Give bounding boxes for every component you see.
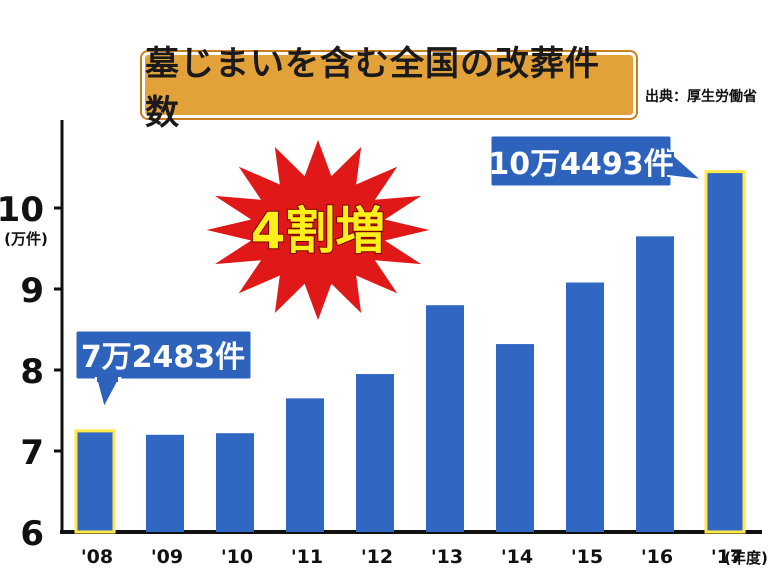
- y-tick-label: 9: [20, 271, 44, 311]
- bar-13: [426, 305, 464, 532]
- callout-first-box: [73, 328, 254, 382]
- x-tick-label: '08: [81, 546, 113, 568]
- y-tick-label: 10: [0, 190, 44, 230]
- callout-last-joint: [664, 152, 674, 175]
- burst-shape: [199, 131, 437, 329]
- x-tick-label: '17: [711, 546, 743, 568]
- bar-09: [146, 434, 184, 532]
- bar-12: [356, 374, 394, 532]
- y-tick-label: 6: [20, 514, 44, 554]
- bar-14: [496, 344, 534, 532]
- bar-10: [216, 433, 254, 532]
- bar-17: [704, 170, 746, 534]
- burst-text: 4割増: [251, 202, 386, 260]
- y-unit-label: (万件): [4, 230, 48, 248]
- bar-08: [74, 429, 116, 534]
- y-tick-label: 8: [20, 352, 44, 392]
- callout-first-text: 7万2483件: [81, 340, 245, 375]
- callout-last-text: 10万4493件: [488, 147, 673, 182]
- x-tick-label: '10: [221, 546, 253, 568]
- bar-16: [636, 236, 674, 532]
- source-label: 出典：厚生労働省: [645, 89, 757, 105]
- x-unit-label: (年度): [724, 549, 768, 567]
- x-tick-label: '14: [501, 546, 533, 568]
- callout-first-pointer: [94, 377, 122, 411]
- x-tick-label: '11: [291, 546, 323, 568]
- bar-11: [286, 398, 324, 532]
- x-tick-label: '09: [151, 546, 183, 568]
- bar-15: [566, 282, 604, 532]
- callout-first-joint: [97, 374, 118, 382]
- x-tick-label: '16: [641, 546, 673, 568]
- y-tick-label: 7: [20, 433, 44, 473]
- x-tick-label: '13: [431, 546, 463, 568]
- x-tick-label: '15: [571, 546, 603, 568]
- x-tick-label: '12: [361, 546, 393, 568]
